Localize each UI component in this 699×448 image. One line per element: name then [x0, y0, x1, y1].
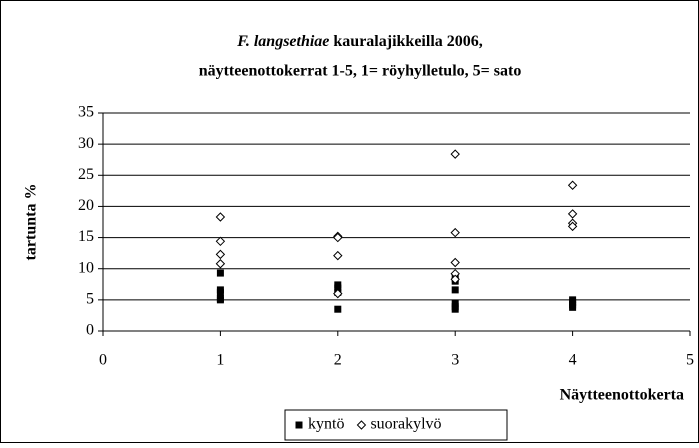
- title-italic: F. langsethiae: [236, 33, 329, 50]
- point: [333, 288, 343, 299]
- x-tick-label: 5: [686, 352, 694, 369]
- y-tick-label: 5: [86, 291, 94, 308]
- point: [334, 305, 342, 313]
- y-tick-label: 15: [78, 228, 94, 245]
- point: [567, 180, 578, 190]
- point: [216, 296, 224, 304]
- legend-box: [284, 409, 508, 441]
- x-tick-label: 0: [99, 352, 107, 369]
- point: [333, 232, 343, 243]
- point: [333, 250, 343, 261]
- point: [567, 209, 578, 219]
- x-tick-label: 2: [334, 352, 342, 369]
- point: [450, 274, 460, 285]
- y-tick-label: 25: [78, 166, 94, 183]
- point: [451, 299, 459, 307]
- point: [450, 257, 460, 268]
- chart-subtitle: näytteenottokerrat 1-5, 1= röyhylletulo,…: [199, 63, 522, 80]
- point: [451, 286, 459, 294]
- point: [215, 259, 226, 269]
- legend-marker: [295, 421, 303, 429]
- y-tick-label: 20: [78, 197, 94, 214]
- point: [451, 305, 459, 313]
- legend-label: kyntö: [308, 416, 344, 433]
- point: [450, 227, 460, 238]
- y-axis-label: tartunta %: [23, 184, 40, 261]
- x-tick-label: 1: [216, 352, 224, 369]
- x-tick-label: 3: [451, 352, 459, 369]
- title-rest: kauralajikkeilla 2006,: [333, 33, 482, 50]
- x-axis-label: Näytteenottokerta: [560, 387, 684, 404]
- x-tick-label: 4: [569, 352, 577, 369]
- point: [450, 149, 460, 159]
- point: [216, 269, 224, 277]
- point: [216, 288, 224, 296]
- legend-label: suorakylvö: [370, 416, 441, 433]
- y-tick-label: 10: [78, 259, 94, 276]
- point: [567, 221, 578, 232]
- point: [569, 303, 577, 311]
- y-tick-label: 0: [86, 322, 94, 339]
- legend-marker: [356, 420, 367, 430]
- y-tick-label: 35: [78, 104, 94, 121]
- point: [334, 284, 342, 292]
- chart-title: F. langsethiae kauralajikkeilla 2006,: [236, 33, 483, 50]
- y-tick-label: 30: [78, 135, 94, 152]
- point: [215, 249, 226, 260]
- point: [215, 236, 226, 247]
- point: [215, 212, 226, 222]
